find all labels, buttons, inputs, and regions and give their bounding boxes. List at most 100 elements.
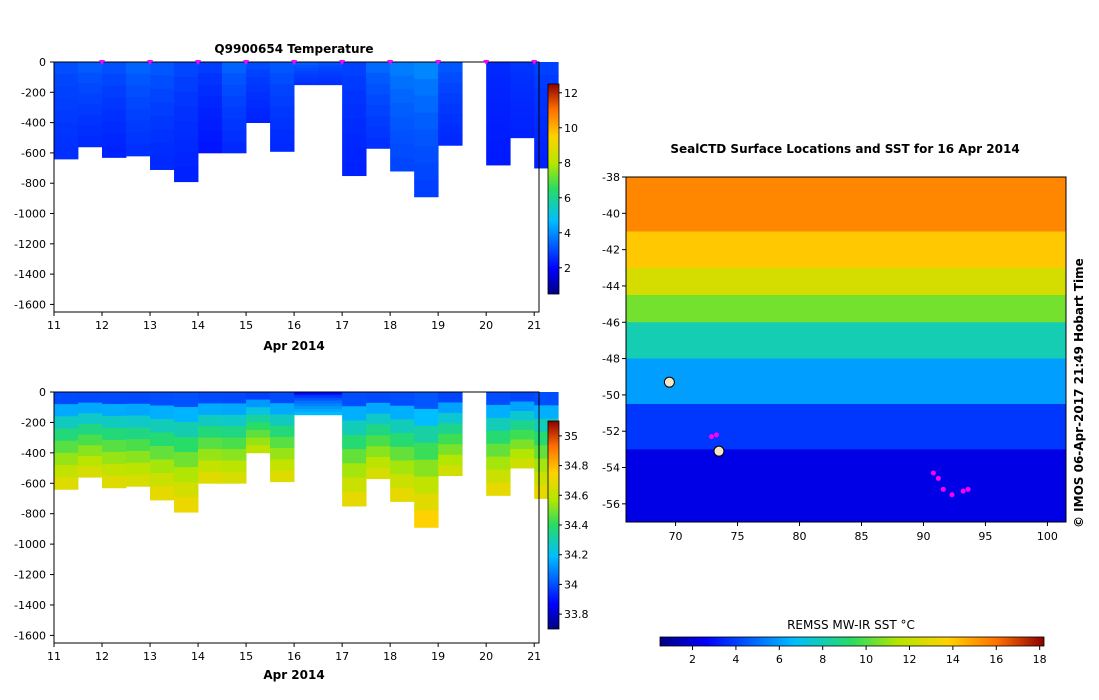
profile-cell [174,467,199,483]
profile-column [414,62,439,198]
profile-cell [342,449,367,464]
profile-cell [174,91,199,108]
profile-column [246,62,271,124]
profile-marker [339,60,346,65]
temperature-panel: Q9900654 Temperature 0 -200 -400 -600 -800 -1… [14,42,578,353]
profile-cell [54,134,79,148]
y-tick-label: -400 [21,117,46,130]
profile-cell [150,129,175,144]
profile-cell [294,73,319,77]
profile-cell [438,103,463,115]
sst-band [626,295,1066,323]
profile-cell [78,466,103,478]
profile-cell [438,465,463,477]
profile-cell [438,444,463,456]
profile-cell [390,419,415,434]
profile-cell [102,463,127,477]
colorbar-tick-label: 2 [564,262,571,275]
y-tick-label: -200 [21,416,46,429]
lon-tick-label: 70 [669,530,683,543]
profile-cell [366,402,391,415]
profile-cell [198,403,223,416]
profile-cell [270,117,295,130]
profile-cell [366,94,391,106]
profile-cell [294,81,319,86]
profile-cell [438,134,463,146]
profile-cell [510,99,535,110]
profile-cell [246,92,271,101]
profile-cell [342,491,367,507]
profile-cell [174,437,199,453]
profile-cell [486,100,511,114]
profile-cell [126,144,151,157]
profile-cell [222,437,247,450]
profile-cell [294,64,319,69]
profile-cell [390,143,415,158]
lat-tick-label: -54 [602,462,620,475]
sst-map-lat-ticks: -38 -40 -42 -44 -46 -48 -50 -52 -54 -56 [602,171,626,511]
profile-column [198,62,223,154]
x-tick-label: 19 [431,650,445,663]
colorbar-tick-label: 4 [564,227,571,240]
profile-cell [414,476,439,494]
profile-cell [510,392,535,402]
profile-column [486,62,511,166]
island-marker [713,445,725,457]
profile-cell [270,129,295,141]
salinity-colorbar-ticks: 33.8 34 34.2 34.4 34.6 34.8 35 [559,430,589,621]
profile-cell [246,422,271,431]
profile-cell [126,439,151,452]
x-tick-label: 14 [191,319,205,332]
profile-cell [126,73,151,86]
colorbar-tick-label: 6 [564,192,571,205]
profile-cell [150,419,175,433]
profile-column [222,392,247,484]
profile-cell [126,474,151,487]
profile-cell [318,76,343,80]
colorbar-tick-label: 8 [564,157,571,170]
lon-tick-label: 100 [1037,530,1058,543]
profile-cell [198,460,223,473]
profile-cell [222,73,247,86]
profile-cell [510,420,535,431]
profile-cell [222,118,247,131]
profile-cell [246,430,271,439]
profile-marker [99,60,106,65]
profile-column [366,62,391,149]
colorbar-tick-label: 34.4 [564,519,589,532]
x-tick-label: 18 [383,650,397,663]
profile-cell [102,109,127,123]
profile-marker [387,60,394,65]
profile-cell [150,115,175,130]
profile-cell [318,403,343,407]
profile-cell [246,414,271,423]
profile-cell [102,85,127,99]
profile-cell [438,124,463,136]
y-tick-label: -800 [21,177,46,190]
profile-cell [510,411,535,421]
profile-cell [342,104,367,120]
profile-cell [174,121,199,138]
profile-cell [414,459,439,478]
profile-cell [486,469,511,483]
profile-cell [174,76,199,93]
profile-cell [414,425,439,444]
profile-cell [318,411,343,416]
seal-location-point [935,475,941,481]
temperature-colorbar-ticks: 2 4 6 8 10 12 [559,87,578,275]
profile-cell [318,394,343,399]
lon-tick-label: 75 [731,530,745,543]
profile-cell [294,76,319,80]
profile-cell [510,430,535,440]
profile-cell [78,434,103,446]
profile-cell [342,477,367,493]
sst-colorbar [659,636,1045,647]
profile-cell [390,130,415,145]
profile-cell [102,392,127,405]
seal-location-point [949,492,955,498]
profile-cell [126,85,151,98]
temperature-plot-frame [53,61,540,313]
profile-cell [174,106,199,123]
profile-cell [414,408,439,427]
profile-cell [486,87,511,102]
